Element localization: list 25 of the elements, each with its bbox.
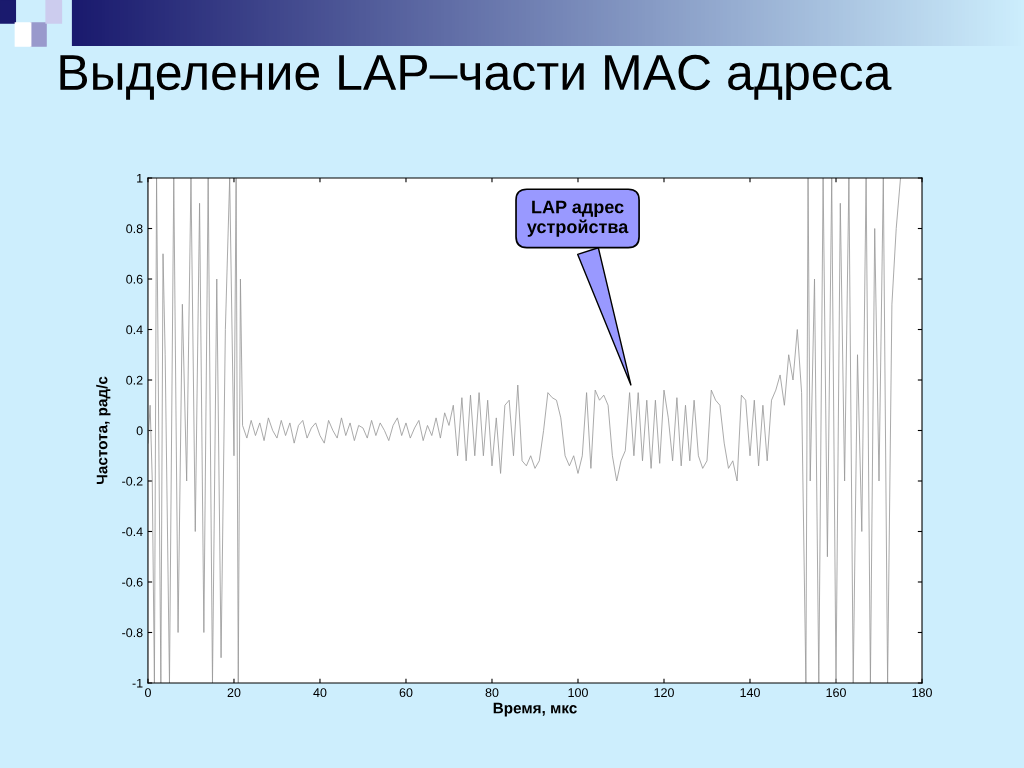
- x-tick-label: 100: [568, 688, 588, 698]
- x-tick-label: 40: [313, 688, 327, 698]
- y-tick-label: 0.6: [126, 274, 143, 284]
- x-tick-label: 0: [144, 688, 151, 698]
- x-tick-label: 120: [654, 688, 674, 698]
- y-tick-label: -1: [132, 678, 143, 688]
- y-axis-title: Частота, рад/с: [96, 376, 111, 485]
- x-tick-label: 20: [227, 688, 241, 698]
- y-tick-label: 0.4: [126, 325, 143, 335]
- chart-title: Выделение LAP–части MAC адреса: [60, 54, 892, 101]
- y-tick-label: -0.6: [122, 577, 143, 587]
- x-tick-label: 180: [912, 688, 932, 698]
- x-tick-label: 80: [485, 688, 499, 698]
- y-tick-label: 0.8: [126, 224, 143, 234]
- x-tick-label: 160: [826, 688, 846, 698]
- y-tick-label: -0.2: [122, 476, 143, 486]
- x-tick-label: 60: [399, 688, 413, 698]
- y-tick-label: -0.8: [122, 628, 143, 638]
- y-tick-label: 1: [137, 173, 143, 183]
- y-tick-label: 0.2: [126, 375, 143, 385]
- x-tick-label: 140: [740, 688, 760, 698]
- y-tick-label: 0: [136, 426, 143, 436]
- annotation: LAP адрес устройства: [527, 200, 629, 237]
- x-axis-title: Время, мкс: [493, 702, 577, 717]
- y-tick-label: -0.4: [122, 527, 143, 537]
